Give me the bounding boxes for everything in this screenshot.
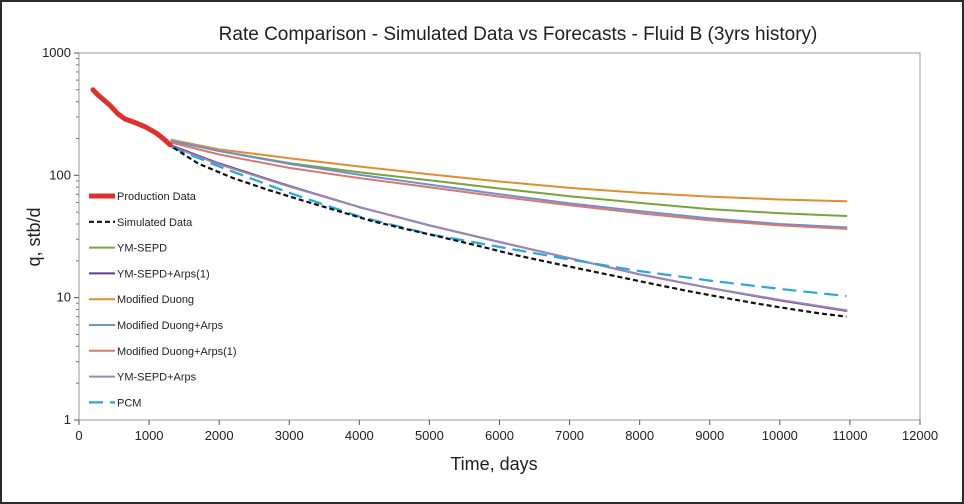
series-line-production-data [90,87,173,148]
series-line-ym-sepd [170,140,848,217]
y-tick-label: 100 [49,167,71,182]
series-line-pcm [171,146,847,298]
legend-label-ym-sepd: YM-SEPD [117,243,167,255]
series-line-modified-duong-arps-1 [170,141,848,230]
y-axis-title: q, stb/d [24,207,44,266]
legend-label-modified-duong: Modified Duong [117,294,194,306]
legend-label-simulated-data: Simulated Data [117,217,193,229]
x-tick-label: 3000 [275,428,304,443]
x-tick-label: 11000 [832,428,867,443]
series-line-simulated-data [173,146,847,318]
y-tick-label: 1000 [42,45,71,60]
x-tick-label: 7000 [555,428,584,443]
series-layer [90,87,848,318]
legend-label-ym-sepd-arps-1: YM-SEPD+Arps(1) [117,268,210,280]
x-tick-label: 6000 [485,428,514,443]
x-tick-label: 1000 [135,428,164,443]
x-tick-label: 12000 [902,428,938,443]
x-tick-label: 8000 [625,428,654,443]
x-tick-label: 5000 [415,428,444,443]
y-tick-label: 1 [64,412,71,427]
legend-label-ym-sepd-arps: YM-SEPD+Arps [117,372,197,384]
legend-label-production-data: Production Data [117,191,197,203]
chart-title: Rate Comparison - Simulated Data vs Fore… [219,24,818,45]
x-tick-label: 2000 [205,428,234,443]
legend-label-modified-duong-arps-1: Modified Duong+Arps(1) [117,346,237,358]
axes-group: 0 1000 2000 3000 4000 5000 6000 7000 8000 9000 100… [42,45,938,443]
series-line-modified-duong [170,138,848,203]
series-line-ym-sepd-arps-1 [170,144,848,312]
plot-area-border [78,52,921,421]
x-tick-label: 4000 [345,428,374,443]
legend-label-modified-duong-arps: Modified Duong+Arps [117,320,224,332]
x-tick-label: 10000 [762,428,798,443]
x-axis-title: Time, days [450,454,537,474]
y-tick-label: 10 [57,290,71,305]
legend: Production Data Simulated Data YM-SEPD YM-S… [89,191,237,409]
series-line-modified-duong-arps [170,139,848,229]
series-line-ym-sepd-arps [170,145,848,312]
legend-label-pcm: PCM [117,397,141,409]
x-tick-label: 0 [75,428,82,443]
x-tick-label: 9000 [695,428,724,443]
